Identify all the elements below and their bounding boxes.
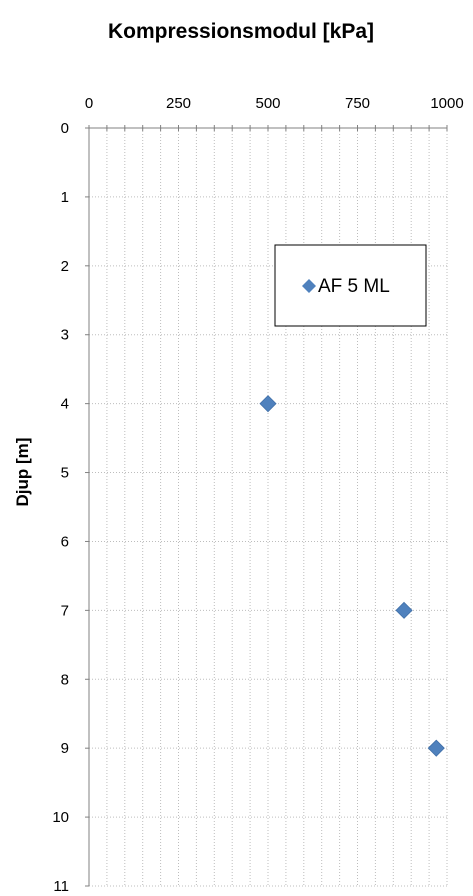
y-tick-label: 1 <box>61 189 69 206</box>
legend-marker-diamond-icon <box>302 279 316 293</box>
y-tick-label: 3 <box>61 327 69 344</box>
y-tick-label: 6 <box>61 533 69 550</box>
data-point-diamond <box>259 395 277 413</box>
data-point-diamond <box>427 739 445 757</box>
y-tick-label: 8 <box>61 671 69 688</box>
y-tick-label: 4 <box>61 396 69 413</box>
x-tick-label: 500 <box>255 95 280 112</box>
y-axis-title: Djup [m] <box>13 438 32 507</box>
legend: AF 5 ML <box>274 244 427 327</box>
y-tick-label: 10 <box>52 809 69 826</box>
chart-title: Kompressionsmodul [kPa] <box>108 20 374 43</box>
x-tick-label: 0 <box>85 95 93 112</box>
axes: 0 250 500 750 1000 0 1 2 3 4 5 6 7 8 9 10 11 <box>52 95 463 895</box>
y-tick-label: 9 <box>61 740 69 757</box>
data-point-diamond <box>395 601 413 619</box>
x-tick-label: 1000 <box>430 95 463 112</box>
y-tick-label: 5 <box>61 465 69 482</box>
y-tick-label: 0 <box>61 120 69 137</box>
y-tick-label: 2 <box>61 258 69 275</box>
data-points <box>259 395 445 757</box>
y-tick-label: 7 <box>61 602 69 619</box>
x-tick-label: 250 <box>166 95 191 112</box>
y-tick-label: 11 <box>53 878 69 895</box>
legend-label: AF 5 ML <box>318 276 390 297</box>
legend-box <box>274 244 427 327</box>
x-tick-label: 750 <box>345 95 370 112</box>
